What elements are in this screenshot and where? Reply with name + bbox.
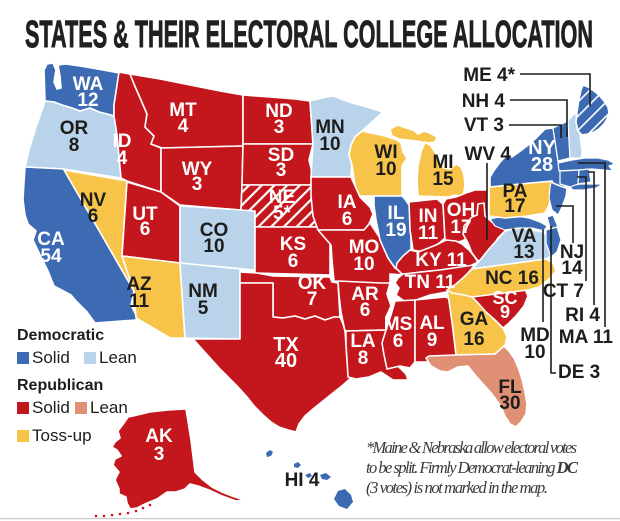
svg-text:Solid: Solid bbox=[32, 348, 70, 367]
svg-text:RI 4: RI 4 bbox=[565, 305, 600, 326]
svg-text:MD: MD bbox=[520, 325, 550, 346]
svg-text:NE: NE bbox=[269, 187, 295, 208]
svg-text:Lean: Lean bbox=[90, 398, 128, 417]
svg-text:MN: MN bbox=[315, 117, 345, 138]
svg-text:SC: SC bbox=[492, 288, 517, 308]
svg-text:6: 6 bbox=[288, 251, 299, 272]
svg-text:3: 3 bbox=[274, 117, 285, 138]
svg-text:TX: TX bbox=[273, 334, 299, 356]
svg-text:AZ: AZ bbox=[126, 274, 152, 295]
svg-text:NJ: NJ bbox=[560, 242, 584, 263]
svg-text:13: 13 bbox=[513, 242, 534, 263]
svg-text:ND: ND bbox=[265, 101, 292, 122]
svg-text:12: 12 bbox=[77, 90, 98, 111]
svg-text:Toss-up: Toss-up bbox=[32, 426, 92, 445]
svg-text:NC 16: NC 16 bbox=[485, 268, 539, 289]
svg-text:*Maine & Nebraska allow electo: *Maine & Nebraska allow electoral votes bbox=[366, 438, 577, 457]
svg-text:WA: WA bbox=[73, 74, 104, 95]
svg-text:IL: IL bbox=[388, 203, 405, 224]
svg-text:VT 3: VT 3 bbox=[464, 115, 504, 136]
svg-text:AK: AK bbox=[145, 426, 173, 447]
svg-text:28: 28 bbox=[531, 154, 553, 176]
svg-text:OH: OH bbox=[447, 200, 476, 221]
svg-text:16: 16 bbox=[463, 329, 484, 350]
svg-text:MO: MO bbox=[349, 237, 380, 258]
svg-text:NH 4: NH 4 bbox=[462, 91, 506, 112]
svg-text:IA: IA bbox=[338, 192, 357, 213]
svg-text:CO: CO bbox=[200, 220, 229, 241]
svg-text:6: 6 bbox=[88, 206, 99, 227]
svg-text:10: 10 bbox=[203, 236, 224, 257]
svg-text:3: 3 bbox=[276, 160, 287, 181]
svg-text:8: 8 bbox=[69, 135, 80, 156]
svg-text:UT: UT bbox=[132, 204, 158, 225]
svg-text:DE 3: DE 3 bbox=[558, 362, 600, 383]
svg-text:11: 11 bbox=[129, 291, 150, 312]
svg-text:WY: WY bbox=[182, 159, 213, 180]
svg-text:10: 10 bbox=[319, 134, 340, 155]
svg-text:Solid: Solid bbox=[32, 398, 70, 417]
svg-text:4: 4 bbox=[178, 116, 189, 137]
svg-text:15: 15 bbox=[432, 169, 454, 190]
svg-text:19: 19 bbox=[385, 220, 406, 241]
svg-text:7: 7 bbox=[307, 289, 318, 310]
svg-text:WI: WI bbox=[374, 142, 397, 163]
svg-text:LA: LA bbox=[350, 331, 376, 352]
svg-text:STATES & THEIR ELECTORAL COLLE: STATES & THEIR ELECTORAL COLLEGE ALLOCAT… bbox=[25, 14, 593, 56]
svg-text:AL: AL bbox=[419, 313, 445, 334]
svg-text:OK: OK bbox=[298, 273, 327, 294]
svg-text:MT: MT bbox=[169, 100, 197, 121]
svg-text:11: 11 bbox=[418, 223, 439, 244]
svg-text:TN 11: TN 11 bbox=[405, 272, 456, 293]
svg-text:NY: NY bbox=[528, 137, 556, 159]
svg-text:IN: IN bbox=[419, 206, 438, 227]
svg-text:9: 9 bbox=[500, 302, 510, 322]
svg-text:Democratic: Democratic bbox=[17, 327, 104, 344]
svg-text:GA: GA bbox=[460, 309, 489, 330]
svg-text:AR: AR bbox=[351, 284, 379, 305]
svg-text:FL: FL bbox=[498, 377, 522, 398]
svg-text:17: 17 bbox=[450, 217, 471, 238]
svg-text:NM: NM bbox=[188, 281, 218, 302]
svg-text:5*: 5* bbox=[273, 203, 292, 224]
svg-text:CT 7: CT 7 bbox=[543, 281, 584, 302]
svg-text:KY 11: KY 11 bbox=[415, 250, 467, 271]
svg-text:17: 17 bbox=[504, 196, 525, 217]
svg-text:6: 6 bbox=[360, 300, 371, 321]
svg-text:NV: NV bbox=[80, 190, 107, 211]
svg-text:10: 10 bbox=[524, 342, 545, 363]
svg-text:CA: CA bbox=[37, 229, 65, 250]
svg-text:40: 40 bbox=[275, 350, 297, 372]
svg-text:Lean: Lean bbox=[99, 348, 137, 367]
svg-text:54: 54 bbox=[40, 246, 62, 267]
svg-text:4: 4 bbox=[117, 148, 128, 169]
svg-text:14: 14 bbox=[561, 258, 583, 279]
svg-text:MA 11: MA 11 bbox=[559, 327, 614, 348]
svg-text:10: 10 bbox=[375, 159, 396, 180]
svg-text:3: 3 bbox=[154, 444, 165, 465]
svg-text:KS: KS bbox=[280, 234, 306, 255]
svg-text:ME 4*: ME 4* bbox=[463, 65, 515, 86]
svg-text:6: 6 bbox=[393, 331, 404, 352]
svg-text:to be split. Firmly Democrat-l: to be split. Firmly Democrat-leaning DC bbox=[366, 458, 579, 477]
svg-text:3: 3 bbox=[192, 174, 203, 195]
svg-text:30: 30 bbox=[499, 393, 520, 414]
svg-text:Republican: Republican bbox=[17, 377, 103, 394]
svg-text:6: 6 bbox=[342, 209, 353, 230]
svg-text:6: 6 bbox=[140, 219, 151, 240]
svg-text:SD: SD bbox=[268, 145, 294, 166]
svg-text:ID: ID bbox=[113, 131, 132, 152]
svg-text:MI: MI bbox=[432, 152, 453, 173]
svg-text:MS: MS bbox=[384, 314, 413, 335]
svg-text:8: 8 bbox=[358, 348, 369, 369]
svg-text:5: 5 bbox=[198, 298, 209, 319]
svg-text:HI 4: HI 4 bbox=[285, 470, 320, 491]
svg-text:WV 4: WV 4 bbox=[465, 144, 512, 165]
svg-text:PA: PA bbox=[503, 181, 528, 202]
svg-text:OR: OR bbox=[60, 118, 89, 139]
svg-text:(3 votes) is not marked in the: (3 votes) is not marked in the map. bbox=[366, 478, 548, 497]
svg-text:VA: VA bbox=[512, 226, 537, 247]
svg-text:10: 10 bbox=[353, 254, 374, 275]
svg-text:9: 9 bbox=[427, 330, 438, 351]
